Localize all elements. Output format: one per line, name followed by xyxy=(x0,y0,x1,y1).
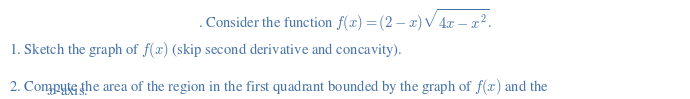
Text: $x$-axis.: $x$-axis. xyxy=(36,84,88,98)
Text: 1. Sketch the graph of $f(x)$ (skip second derivative and concavity).: 1. Sketch the graph of $f(x)$ (skip seco… xyxy=(9,40,402,60)
Text: . Consider the function $f(x) = (2 - x)\sqrt{4x - x^2}$.: . Consider the function $f(x) = (2 - x)\… xyxy=(198,7,492,34)
Text: 2. Compute the area of the region in the first quadrant bounded by the graph of : 2. Compute the area of the region in the… xyxy=(9,77,549,97)
